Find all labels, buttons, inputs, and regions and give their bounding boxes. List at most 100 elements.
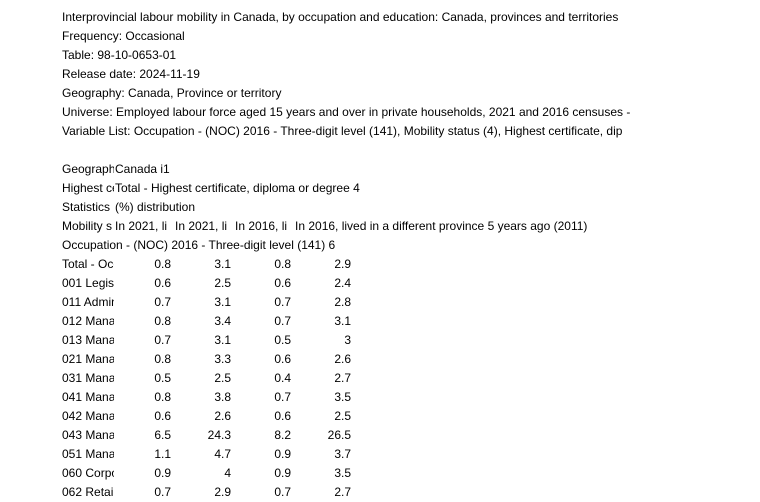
value-cell[interactable]: 3.5 xyxy=(334,465,351,480)
value-cell[interactable]: 0.7 xyxy=(274,294,291,309)
table-row: 031 Mana 0.5 2.5 0.4 2.7 xyxy=(0,369,760,388)
occupation-label-cell[interactable]: 021 Mana xyxy=(62,351,114,366)
value-cell[interactable]: 0.5 xyxy=(154,370,171,385)
statistics-row: Statistics ( (%) distribution xyxy=(0,198,760,217)
occupation-label-cell[interactable]: 060 Corpo xyxy=(62,465,114,480)
value-cell[interactable]: 0.6 xyxy=(154,408,171,423)
value-cell[interactable]: 0.9 xyxy=(154,465,171,480)
variable-list-cell[interactable]: Variable List: Occupation - (NOC) 2016 -… xyxy=(62,123,623,138)
value-cell[interactable]: 0.6 xyxy=(274,275,291,290)
value-cell[interactable]: 0.7 xyxy=(154,332,171,347)
geography-label-cell[interactable]: Geography xyxy=(62,161,114,176)
value-cell[interactable]: 3.1 xyxy=(334,313,351,328)
value-cell[interactable]: 0.7 xyxy=(274,484,291,499)
mobility-status-cell[interactable]: In 2021, li xyxy=(175,218,228,233)
blank-row xyxy=(0,141,760,160)
value-cell[interactable]: 2.5 xyxy=(214,370,231,385)
highest-certificate-value-cell[interactable]: Total - Highest certificate, diploma or … xyxy=(115,180,360,195)
value-cell[interactable]: 1.1 xyxy=(154,446,171,461)
value-cell[interactable]: 0.8 xyxy=(154,351,171,366)
value-cell[interactable]: 0.9 xyxy=(274,465,291,480)
geography-meta-cell[interactable]: Geography: Canada, Province or territory xyxy=(62,85,282,100)
value-cell[interactable]: 2.7 xyxy=(334,484,351,499)
occupation-label-cell[interactable]: Total - Occ xyxy=(62,256,114,271)
value-cell[interactable]: 26.5 xyxy=(327,427,351,442)
value-cell[interactable]: 4.7 xyxy=(214,446,231,461)
occupation-label-cell[interactable]: 011 Admin xyxy=(62,294,114,309)
universe-cell[interactable]: Universe: Employed labour force aged 15 … xyxy=(62,104,631,119)
value-cell[interactable]: 2.9 xyxy=(214,484,231,499)
value-cell[interactable]: 6.5 xyxy=(154,427,171,442)
occupation-label-cell[interactable]: 012 Mana xyxy=(62,313,114,328)
statistics-label-cell[interactable]: Statistics ( xyxy=(62,199,114,214)
mobility-label-cell[interactable]: Mobility s xyxy=(62,218,113,233)
occupation-label-cell[interactable]: 013 Mana xyxy=(62,332,114,347)
value-cell[interactable]: 2.6 xyxy=(334,351,351,366)
occupation-label-cell[interactable]: 051 Mana xyxy=(62,446,114,461)
value-cell[interactable]: 24.3 xyxy=(207,427,231,442)
value-cell[interactable]: 0.7 xyxy=(154,484,171,499)
title-cell[interactable]: Interprovincial labour mobility in Canad… xyxy=(62,9,619,24)
meta-row: Frequency: Occasional xyxy=(0,27,760,46)
value-cell[interactable]: 2.9 xyxy=(334,256,351,271)
value-cell[interactable]: 0.8 xyxy=(154,389,171,404)
table-row: 041 Mana 0.8 3.8 0.7 3.5 xyxy=(0,388,760,407)
value-cell[interactable]: 0.7 xyxy=(274,389,291,404)
table-row: 012 Mana 0.8 3.4 0.7 3.1 xyxy=(0,312,760,331)
value-cell[interactable]: 3.1 xyxy=(214,332,231,347)
table-row: 001 Legisl 0.6 2.5 0.6 2.4 xyxy=(0,274,760,293)
spreadsheet-view: Interprovincial labour mobility in Canad… xyxy=(0,8,760,502)
release-date-cell[interactable]: Release date: 2024-11-19 xyxy=(62,66,200,81)
table-row: 043 Mana 6.5 24.3 8.2 26.5 xyxy=(0,426,760,445)
occupation-label-cell[interactable]: 042 Mana xyxy=(62,408,114,423)
value-cell[interactable]: 2.6 xyxy=(214,408,231,423)
value-cell[interactable]: 4 xyxy=(224,465,231,480)
occupation-header-cell[interactable]: Occupation - (NOC) 2016 - Three-digit le… xyxy=(62,237,336,252)
value-cell[interactable]: 3.1 xyxy=(214,256,231,271)
value-cell[interactable]: 3 xyxy=(344,332,351,347)
value-cell[interactable]: 0.7 xyxy=(274,313,291,328)
value-cell[interactable]: 2.7 xyxy=(334,370,351,385)
occupation-label-cell[interactable]: 062 Retail xyxy=(62,484,114,499)
table-row: 060 Corpo 0.9 4 0.9 3.5 xyxy=(0,464,760,483)
meta-row: Interprovincial labour mobility in Canad… xyxy=(0,8,760,27)
value-cell[interactable]: 3.1 xyxy=(214,294,231,309)
value-cell[interactable]: 2.5 xyxy=(334,408,351,423)
meta-row: Variable List: Occupation - (NOC) 2016 -… xyxy=(0,122,760,141)
mobility-status-cell[interactable]: In 2016, lived in a different province 5… xyxy=(295,218,588,233)
value-cell[interactable]: 0.8 xyxy=(154,256,171,271)
occupation-label-cell[interactable]: 043 Mana xyxy=(62,427,114,442)
frequency-cell[interactable]: Frequency: Occasional xyxy=(62,28,185,43)
highest-certificate-label-cell[interactable]: Highest ce xyxy=(62,180,114,195)
value-cell[interactable]: 0.5 xyxy=(274,332,291,347)
occupation-label-cell[interactable]: 041 Mana xyxy=(62,389,114,404)
value-cell[interactable]: 0.6 xyxy=(274,408,291,423)
value-cell[interactable]: 8.2 xyxy=(274,427,291,442)
value-cell[interactable]: 0.8 xyxy=(274,256,291,271)
occupation-label-cell[interactable]: 031 Mana xyxy=(62,370,114,385)
value-cell[interactable]: 0.8 xyxy=(154,313,171,328)
value-cell[interactable]: 2.4 xyxy=(334,275,351,290)
value-cell[interactable]: 0.6 xyxy=(274,351,291,366)
value-cell[interactable]: 3.5 xyxy=(334,389,351,404)
value-cell[interactable]: 0.9 xyxy=(274,446,291,461)
value-cell[interactable]: 3.4 xyxy=(214,313,231,328)
value-cell[interactable]: 0.7 xyxy=(154,294,171,309)
occupation-label-cell[interactable]: 001 Legisl xyxy=(62,275,114,290)
table-number-cell[interactable]: Table: 98-10-0653-01 xyxy=(62,47,177,62)
value-cell[interactable]: 2.8 xyxy=(334,294,351,309)
table-row: 042 Mana 0.6 2.6 0.6 2.5 xyxy=(0,407,760,426)
mobility-status-cell[interactable]: In 2016, li xyxy=(235,218,288,233)
geography-value-cell[interactable]: Canada i1 xyxy=(115,161,170,176)
value-cell[interactable]: 3.7 xyxy=(334,446,351,461)
mobility-status-cell[interactable]: In 2021, li xyxy=(115,218,168,233)
table-row: Total - Occ 0.8 3.1 0.8 2.9 xyxy=(0,255,760,274)
value-cell[interactable]: 3.8 xyxy=(214,389,231,404)
value-cell[interactable]: 2.5 xyxy=(214,275,231,290)
value-cell[interactable]: 3.3 xyxy=(214,351,231,366)
statistics-value-cell[interactable]: (%) distribution xyxy=(115,199,196,214)
value-cell[interactable]: 0.6 xyxy=(154,275,171,290)
highest-certificate-row: Highest ce Total - Highest certificate, … xyxy=(0,179,760,198)
value-cell[interactable]: 0.4 xyxy=(274,370,291,385)
geography-row: Geography Canada i1 xyxy=(0,160,760,179)
